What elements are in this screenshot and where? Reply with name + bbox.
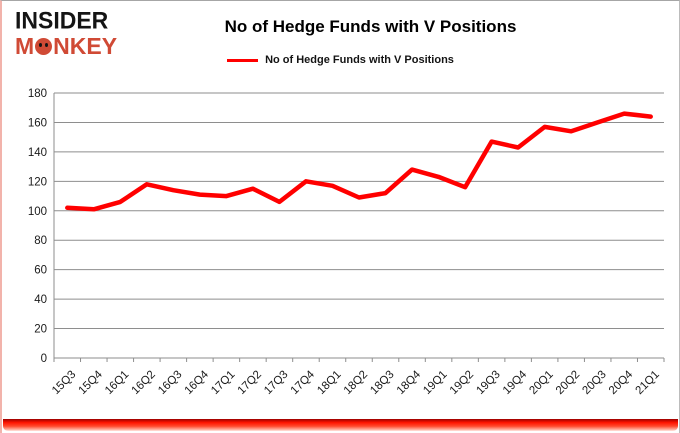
- svg-text:19Q4: 19Q4: [501, 368, 530, 397]
- insider-monkey-logo: INSIDER M NKEY: [15, 6, 118, 59]
- svg-text:180: 180: [28, 88, 47, 100]
- chart-legend: No of Hedge Funds with V Positions: [2, 54, 679, 66]
- svg-text:17Q2: 17Q2: [236, 369, 264, 397]
- legend-line-swatch: [227, 58, 259, 62]
- logo-text-monkey: M NKEY: [15, 33, 118, 59]
- hedge-funds-line-chart: 0 20 40 60 80 100 120 140 160 180 15Q315Q416Q116Q2…: [28, 88, 665, 397]
- svg-text:20Q4: 20Q4: [607, 368, 636, 397]
- svg-text:80: 80: [34, 235, 47, 247]
- svg-text:160: 160: [28, 117, 47, 129]
- logo-text-insider: INSIDER: [15, 6, 109, 34]
- svg-text:21Q1: 21Q1: [633, 369, 661, 397]
- svg-text:19Q3: 19Q3: [474, 369, 502, 397]
- bottom-red-accent-bar: [3, 419, 678, 431]
- svg-text:17Q1: 17Q1: [209, 369, 237, 397]
- svg-text:40: 40: [34, 294, 47, 306]
- svg-text:140: 140: [28, 147, 47, 159]
- svg-text:0: 0: [41, 353, 47, 365]
- svg-text:16Q3: 16Q3: [156, 369, 184, 397]
- svg-text:100: 100: [28, 206, 47, 218]
- svg-text:20: 20: [34, 324, 47, 336]
- svg-text:15Q3: 15Q3: [50, 369, 78, 397]
- svg-text:17Q4: 17Q4: [289, 368, 318, 397]
- svg-text:18Q3: 18Q3: [368, 369, 396, 397]
- svg-text:19Q2: 19Q2: [448, 369, 476, 397]
- legend-label: No of Hedge Funds with V Positions: [265, 54, 454, 66]
- svg-text:18Q1: 18Q1: [315, 369, 343, 397]
- svg-text:17Q3: 17Q3: [262, 369, 290, 397]
- svg-text:16Q2: 16Q2: [130, 369, 158, 397]
- svg-text:60: 60: [34, 265, 47, 277]
- svg-text:15Q4: 15Q4: [77, 368, 106, 397]
- chart-title: No of Hedge Funds with V Positions: [224, 17, 517, 36]
- monkey-face-icon: [35, 38, 53, 55]
- svg-text:18Q2: 18Q2: [342, 369, 370, 397]
- svg-text:16Q4: 16Q4: [183, 368, 212, 397]
- svg-text:20Q2: 20Q2: [554, 369, 582, 397]
- svg-text:20Q3: 20Q3: [580, 369, 608, 397]
- svg-text:18Q4: 18Q4: [395, 368, 424, 397]
- svg-text:16Q1: 16Q1: [103, 369, 131, 397]
- svg-text:19Q1: 19Q1: [421, 369, 449, 397]
- svg-text:120: 120: [28, 176, 47, 188]
- svg-text:20Q1: 20Q1: [527, 369, 555, 397]
